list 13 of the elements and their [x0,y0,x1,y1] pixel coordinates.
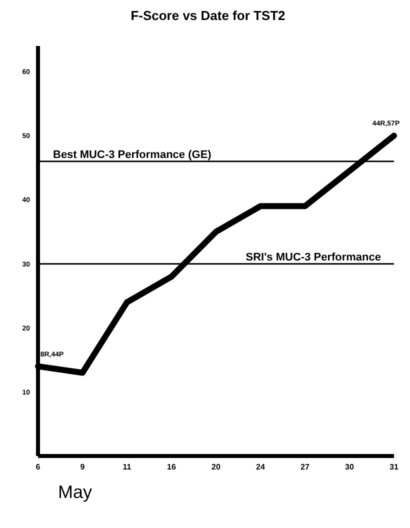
x-tick-label: 11 [122,462,132,472]
ref-line-label: Best MUC-3 Performance (GE) [53,149,212,162]
x-tick-label: 6 [36,462,41,472]
x-tick-label: 16 [167,462,176,472]
ref-line-label: SRI's MUC-3 Performance [246,252,381,264]
x-tick-label: 9 [80,462,86,472]
x-tick-label: 31 [390,462,399,472]
x-tick-label: 24 [256,462,266,472]
x-tick-label: 20 [212,462,221,472]
chart-title: F-Score vs Date for TST2 [130,8,286,25]
x-tick-label: 30 [345,462,354,472]
x-tick-label: 27 [300,462,310,472]
x-axis-title: May [58,482,92,502]
